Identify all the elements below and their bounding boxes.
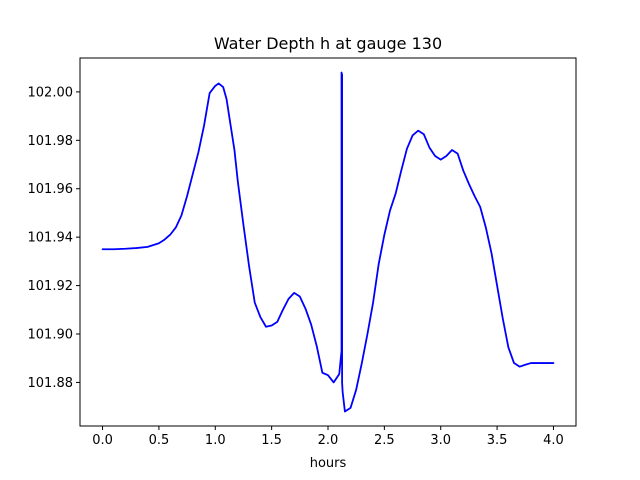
x-tick-label: 0.5 <box>149 433 170 448</box>
y-tick-label: 101.88 <box>28 376 74 391</box>
x-tick-label: 3.0 <box>430 433 451 448</box>
y-tick-label: 101.92 <box>28 279 74 294</box>
x-tick-label: 2.0 <box>318 433 339 448</box>
y-tick-label: 101.94 <box>28 231 74 246</box>
plot-frame <box>79 57 577 427</box>
x-tick-label: 2.5 <box>374 433 395 448</box>
x-tick-label: 1.0 <box>205 433 226 448</box>
y-tick-label: 102.00 <box>28 85 74 100</box>
chart-title: Water Depth h at gauge 130 <box>214 34 442 53</box>
y-tick-label: 101.96 <box>28 182 74 197</box>
y-tick-label: 101.98 <box>28 134 74 149</box>
x-tick-label: 3.5 <box>487 433 508 448</box>
x-axis-label: hours <box>310 456 347 471</box>
plot-area: 0.0 0.5 1.0 1.5 2.0 2.5 3.0 3.5 4.0 101.88 101.90 1… <box>28 57 577 448</box>
y-tick-label: 101.90 <box>28 328 74 343</box>
x-tick-label: 1.5 <box>261 433 282 448</box>
x-tick-label: 4.0 <box>543 433 564 448</box>
series-line-0 <box>101 71 555 413</box>
x-tick-label: 0.0 <box>92 433 113 448</box>
